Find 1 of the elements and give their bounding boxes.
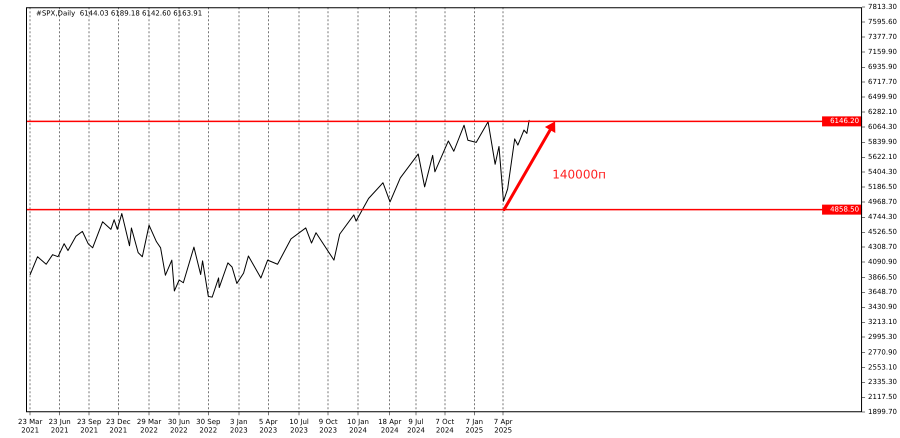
annotation: 140000п bbox=[552, 168, 606, 182]
